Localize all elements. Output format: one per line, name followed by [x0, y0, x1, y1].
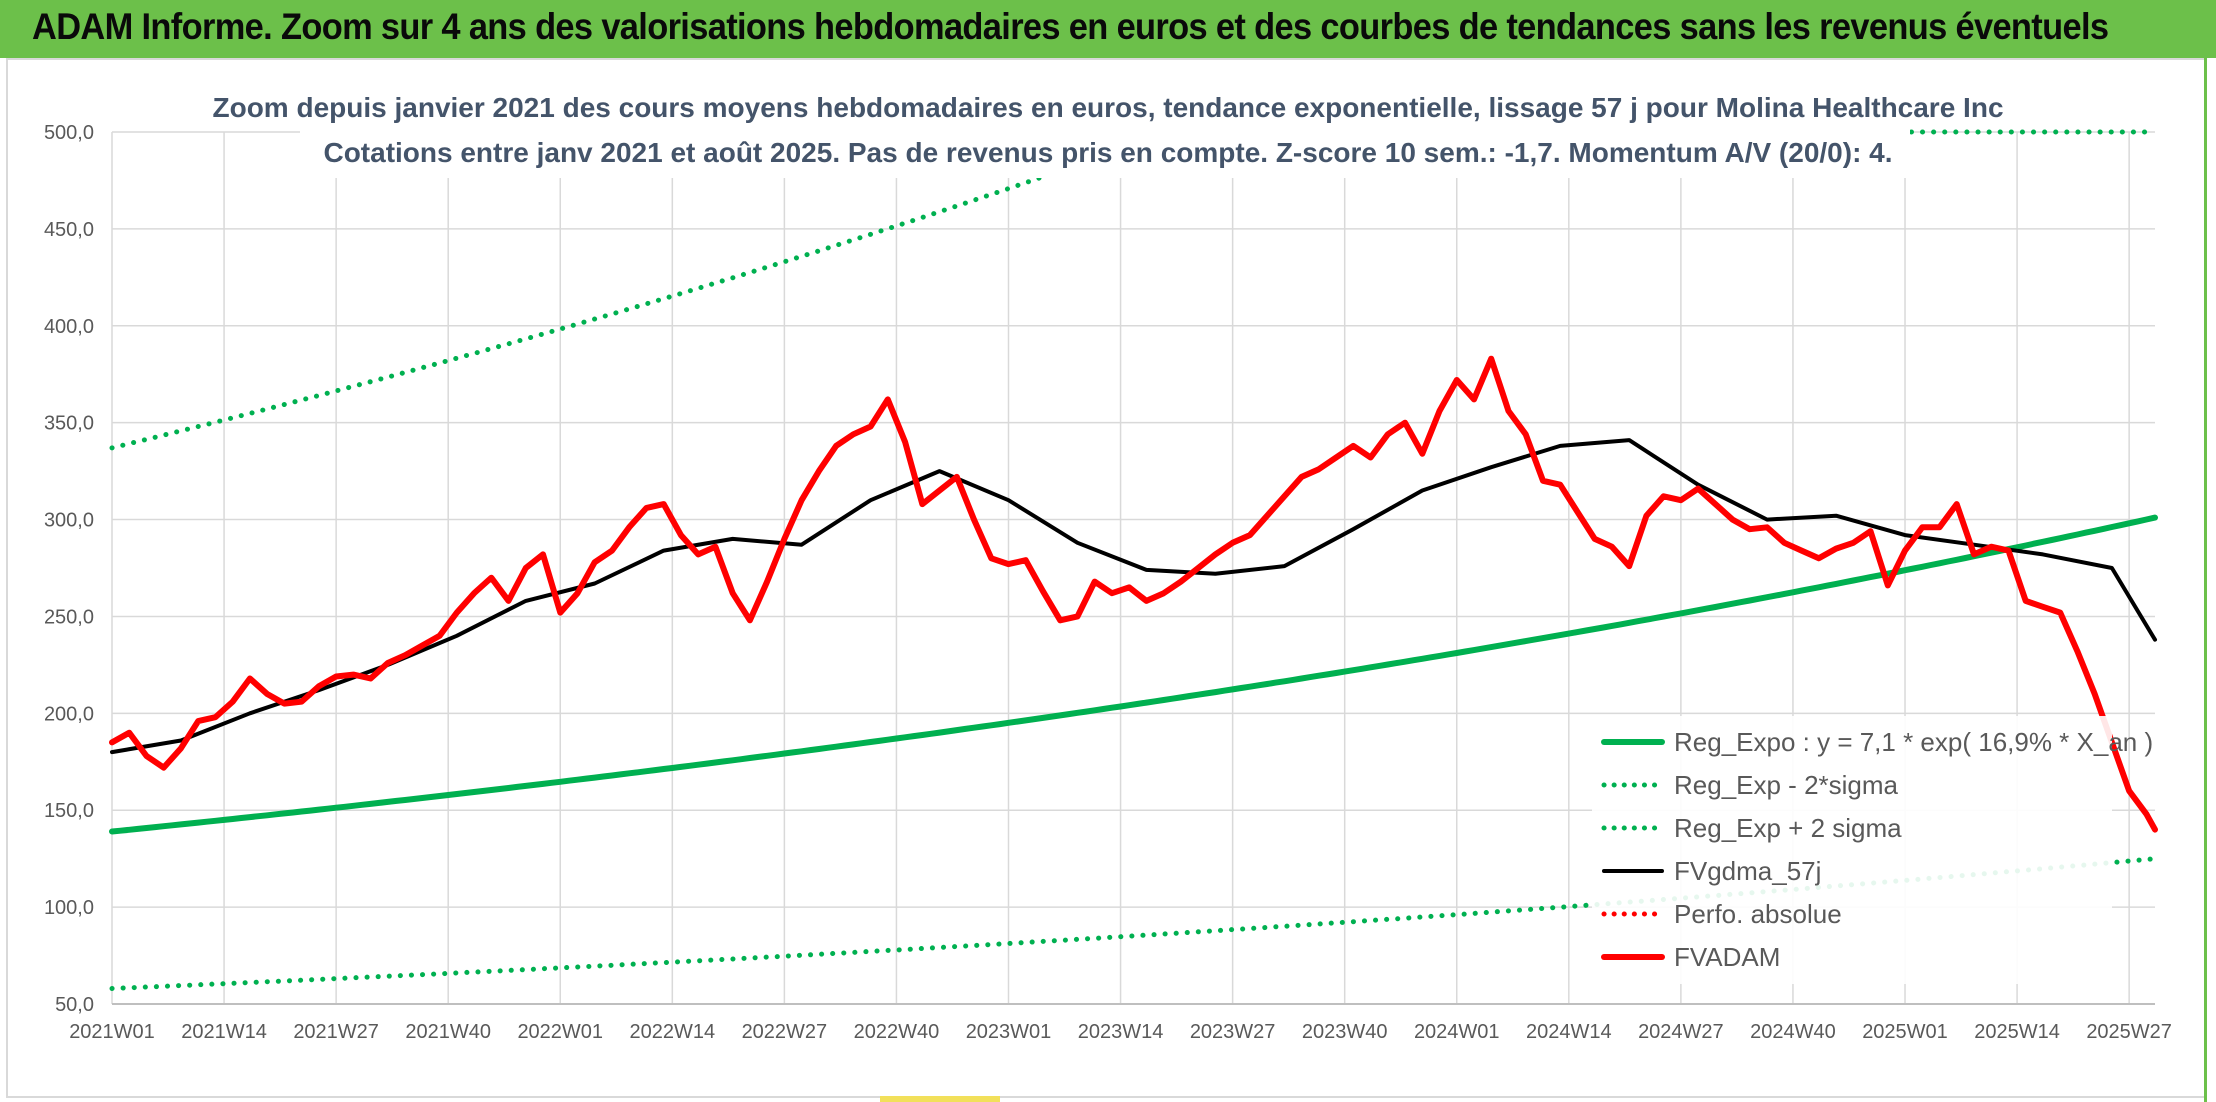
series-line: [110, 438, 2157, 755]
y-tick-label: 200,0: [44, 703, 94, 725]
legend-label: Perfo. absolue: [1674, 899, 1842, 929]
legend-label: Reg_Exp + 2 sigma: [1674, 813, 1902, 843]
bottom-accent-mark: [880, 1096, 1000, 1102]
legend-label: Reg_Expo : y = 7,1 * exp( 16,9% * X_an ): [1674, 727, 2153, 757]
y-tick-label: 400,0: [44, 316, 94, 338]
y-tick-label: 150,0: [44, 800, 94, 822]
x-tick-label: 2024W01: [1414, 1021, 1500, 1043]
x-tick-label: 2025W27: [2086, 1021, 2172, 1043]
x-tick-label: 2023W27: [1190, 1021, 1276, 1043]
series-line: [109, 514, 2158, 835]
y-axis: 50,0 100,0 150,0 200,0 250,0 300,0 350,0 400,0 4…: [44, 122, 94, 1016]
x-axis: 2021W01 2021W14 2021W27 2021W40 2022W01 2022W…: [69, 1003, 2172, 1043]
x-tick-label: 2025W14: [1974, 1021, 2060, 1043]
y-tick-label: 450,0: [44, 219, 94, 241]
legend-label: FVgdma_57j: [1674, 856, 1821, 886]
right-accent-bar: [2204, 58, 2216, 1102]
x-tick-label: 2021W40: [405, 1021, 491, 1043]
chart-title-background: [300, 86, 1910, 178]
x-tick-label: 2023W01: [966, 1021, 1052, 1043]
x-tick-label: 2022W01: [517, 1021, 603, 1043]
legend-background: [1592, 716, 2112, 984]
chart-legend: Reg_Expo : y = 7,1 * exp( 16,9% * X_an )…: [1592, 716, 2153, 984]
y-tick-label: 50,0: [55, 994, 94, 1016]
x-tick-label: 2024W27: [1638, 1021, 1724, 1043]
x-tick-label: 2022W27: [742, 1021, 828, 1043]
header-bar: ADAM Informe. Zoom sur 4 ans des valoris…: [0, 0, 2216, 58]
x-tick-label: 2024W40: [1750, 1021, 1836, 1043]
legend-label: FVADAM: [1674, 942, 1780, 972]
x-tick-label: 2025W01: [1862, 1021, 1948, 1043]
chart-series: [109, 129, 2158, 991]
y-tick-label: 350,0: [44, 413, 94, 435]
series-line: [109, 355, 2158, 833]
x-tick-label: 2021W14: [181, 1021, 267, 1043]
page-title: ADAM Informe. Zoom sur 4 ans des valoris…: [32, 6, 2109, 47]
chart-title: Zoom depuis janvier 2021 des cours moyen…: [212, 92, 2003, 123]
x-tick-label: 2021W27: [293, 1021, 379, 1043]
y-tick-label: 250,0: [44, 606, 94, 628]
x-tick-label: 2022W14: [630, 1021, 716, 1043]
x-tick-label: 2021W01: [69, 1021, 155, 1043]
x-tick-label: 2023W40: [1302, 1021, 1388, 1043]
y-tick-label: 500,0: [44, 122, 94, 144]
x-tick-label: 2022W40: [854, 1021, 940, 1043]
series-line: [109, 131, 1167, 451]
y-tick-label: 100,0: [44, 897, 94, 919]
series-line: [109, 856, 2158, 991]
x-tick-label: 2024W14: [1526, 1021, 1612, 1043]
legend-label: Reg_Exp - 2*sigma: [1674, 770, 1899, 800]
chart-subtitle: Cotations entre janv 2021 et août 2025. …: [323, 137, 1892, 168]
x-tick-label: 2023W14: [1078, 1021, 1164, 1043]
y-tick-label: 300,0: [44, 510, 94, 532]
